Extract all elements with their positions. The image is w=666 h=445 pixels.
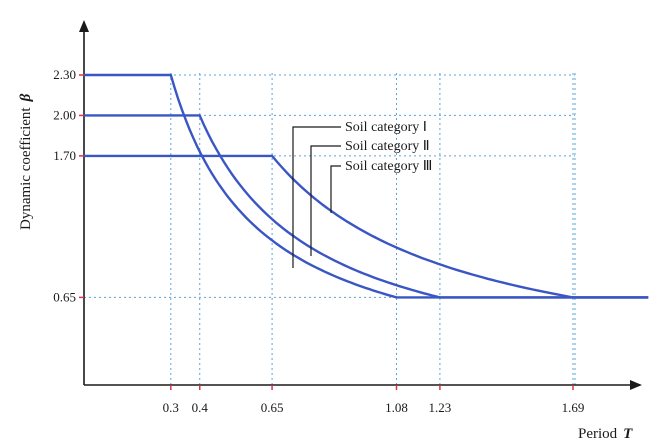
x-tick-label: 0.3: [163, 400, 179, 415]
series-line-3: [84, 154, 649, 299]
x-axis-title: Period T: [578, 426, 633, 442]
legend: Soil category Ⅰ Soil category Ⅱ Soil categ…: [292, 120, 432, 268]
x-tick-label: 0.65: [261, 400, 284, 415]
y-tick-label: 2.00: [53, 107, 76, 122]
grid: [84, 73, 576, 385]
legend-label: Soil category Ⅱ: [345, 139, 430, 154]
y-axis-title: Dynamic coefficientβ: [18, 93, 34, 230]
legend-label: Soil category Ⅲ: [345, 159, 432, 174]
ticks: 0.65 1.70 2.00 2.30 0.3 0.4 0.65 1.08 1.23 1.69: [53, 67, 584, 415]
series-line-1: [84, 73, 649, 299]
x-tick-label: 0.4: [192, 400, 209, 415]
legend-leader-line: [292, 126, 341, 268]
y-tick-label: 1.70: [53, 148, 76, 163]
x-tick-label: 1.08: [385, 400, 408, 415]
x-tick-label: 1.23: [429, 400, 452, 415]
y-tick-label: 2.30: [53, 67, 76, 82]
legend-label: Soil category Ⅰ: [345, 120, 427, 135]
axes: [79, 20, 642, 390]
x-tick-label: 1.69: [562, 400, 585, 415]
legend-leader-line: [310, 145, 341, 256]
series-line-2: [84, 114, 649, 299]
legend-leader-line: [330, 165, 341, 213]
y-tick-label: 0.65: [53, 289, 76, 304]
series-lines: [84, 73, 649, 299]
